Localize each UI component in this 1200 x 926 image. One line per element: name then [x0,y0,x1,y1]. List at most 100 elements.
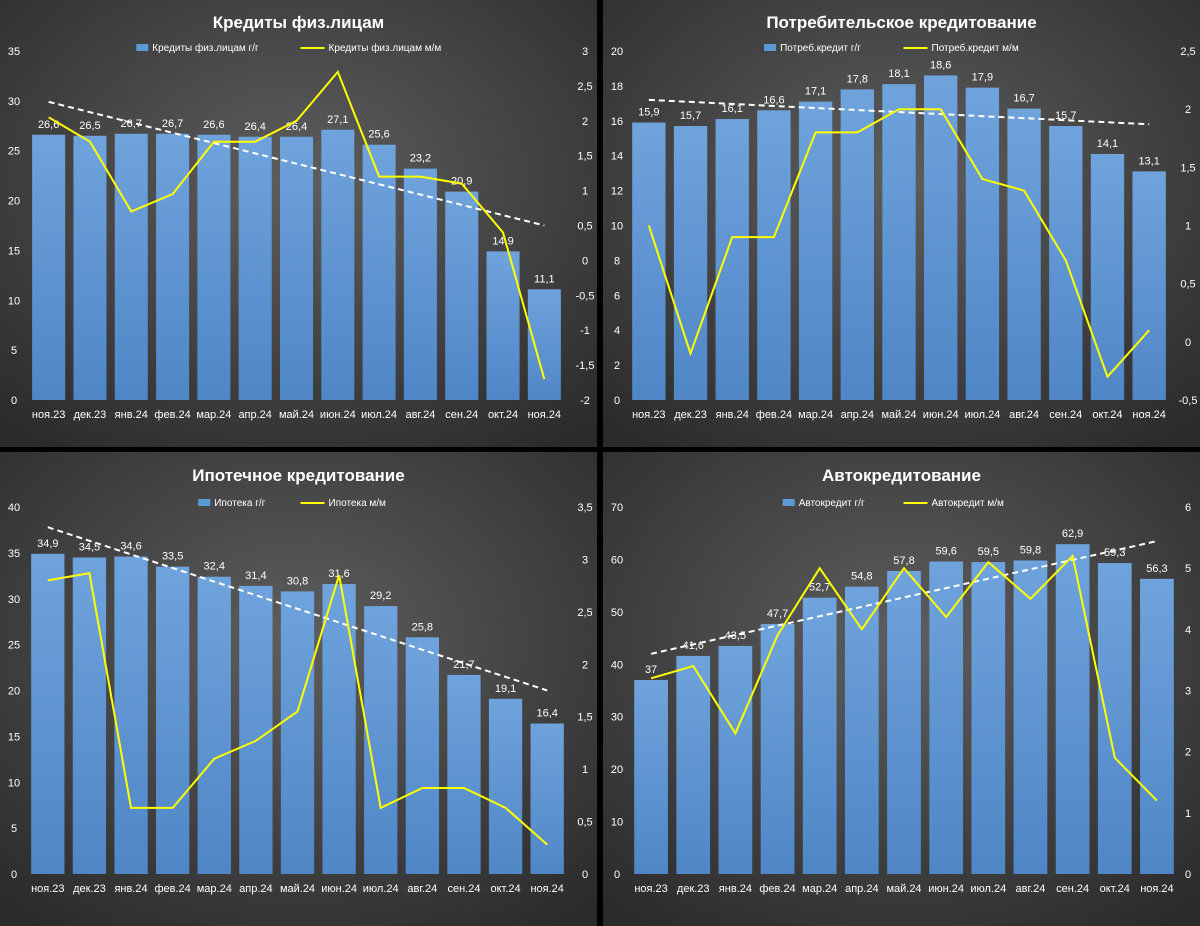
y-tick-label: 60 [611,554,623,566]
y2-tick-label: 1 [582,186,588,198]
bar [488,698,523,874]
x-tick-label: ноя.23 [32,409,65,421]
y2-tick-label: 0,5 [577,817,592,829]
y-tick-label: 0 [614,395,620,407]
data-label: 47,7 [767,608,788,620]
x-tick-label: окт.24 [488,409,518,421]
data-label: 33,5 [162,551,183,563]
y-tick-label: 10 [611,817,623,829]
x-tick-label: янв.24 [719,883,752,895]
data-label: 26,5 [79,120,100,132]
legend-label-line: Кредиты физ.лицам м/м [329,42,442,54]
chart-panel-auto-loans: Автокредитование 0 10 20 30 40 50 60 70 0 1 2 3 4 5 6 37… [603,452,1200,926]
bar [403,168,437,400]
legend-swatch-bars [198,499,211,506]
data-label: 25,8 [412,621,433,633]
y2-tick-label: 0 [582,255,588,267]
x-tick-label: мар.24 [798,409,833,421]
data-label: 11,1 [534,273,555,285]
data-label: 37 [645,664,657,676]
data-label: 18,1 [888,68,909,80]
x-tick-label: фев.24 [756,409,792,421]
y2-tick-label: 0 [1185,869,1191,881]
legend-label-bars: Кредиты физ.лицам г/г [152,42,259,54]
x-tick-label: апр.24 [841,409,874,421]
y-tick-label: 5 [11,345,17,357]
y-tick-label: 12 [611,186,623,198]
y2-tick-label: 1 [1185,221,1191,233]
data-label: 18,6 [930,59,951,71]
legend-label-line: Ипотека м/м [329,498,387,509]
x-tick-label: дек.23 [674,409,707,421]
y2-tick-label: 1,5 [577,151,592,163]
x-tick-label: ноя.23 [632,409,665,421]
data-label: 52,7 [809,582,830,594]
y2-tick-label: 3 [582,554,588,566]
data-label: 13,1 [1138,155,1159,167]
bar [156,133,190,400]
legend-label-line: Автокредит м/м [932,498,1005,509]
x-tick-label: май.24 [886,883,921,895]
x-tick-label: дек.23 [73,883,106,895]
y2-tick-label: 2 [582,659,588,671]
chart-title: Потребительское кредитование [766,13,1036,32]
x-tick-label: окт.24 [1100,883,1130,895]
y-tick-label: 10 [8,295,20,307]
x-tick-label: фев.24 [759,883,795,895]
bar [715,119,749,401]
data-label: 34,5 [79,541,100,553]
bar [676,655,711,874]
bar [31,553,65,874]
series-line [647,108,1150,379]
legend-label-line: Потреб.кредит м/м [932,42,1019,54]
data-label: 30,8 [287,575,308,587]
y2-tick-label: 5 [1185,563,1191,575]
data-label: 59,5 [978,546,999,558]
data-label: 32,4 [204,561,225,573]
bar [1090,153,1125,400]
bar [322,584,356,874]
y2-tick-label: 2 [1185,747,1191,759]
y-tick-label: 8 [614,255,620,267]
y2-tick-label: -0,5 [1179,395,1198,407]
y-tick-label: 18 [611,81,623,93]
y2-tick-label: 3 [1185,686,1191,698]
x-tick-label: фев.24 [154,409,190,421]
y2-tick-label: 3 [582,46,588,58]
x-tick-label: июн.24 [928,883,964,895]
data-label: 41,6 [683,640,704,652]
chart-svg: Потребительское кредитование024681012141… [603,0,1200,447]
y-tick-label: 20 [8,686,20,698]
data-label: 62,9 [1062,528,1083,540]
data-label: 34,6 [120,541,141,553]
x-tick-label: апр.24 [239,883,272,895]
legend-swatch-bars [136,44,149,51]
bar [887,570,921,874]
bar [239,585,273,874]
data-label: 16,4 [536,708,557,720]
x-tick-label: ноя.24 [530,883,563,895]
data-label: 59,6 [935,546,956,558]
bar [527,289,561,400]
data-label: 27,1 [327,114,348,126]
x-tick-label: июн.24 [923,409,959,421]
y-tick-label: 0 [11,395,17,407]
y-tick-label: 70 [611,502,623,514]
bar [197,134,231,400]
y2-tick-label: -2 [580,395,590,407]
bar [238,136,272,401]
legend-label-bars: Автокредит г/г [799,498,865,509]
chart-svg: Кредиты физ.лицам05101520253035-2-1,5-1-… [0,0,597,447]
data-label: 26,4 [244,121,265,133]
data-label: 31,4 [245,570,266,582]
x-tick-label: апр.24 [845,883,878,895]
x-tick-label: май.24 [280,883,315,895]
y-tick-label: 30 [8,594,20,606]
x-tick-label: июл.24 [970,883,1006,895]
x-tick-label: ноя.23 [31,883,64,895]
data-label: 15,9 [638,107,659,119]
x-tick-label: янв.24 [114,883,147,895]
bar [114,133,148,400]
bar [844,586,879,874]
bar [718,645,753,874]
